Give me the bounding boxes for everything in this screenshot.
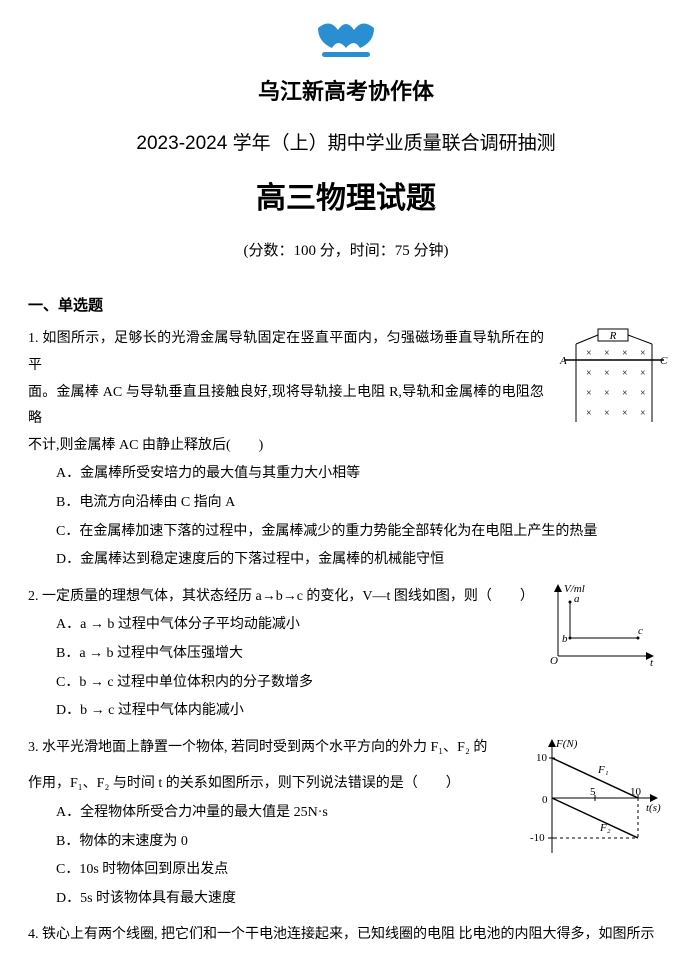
q1-opt-B: B．电流方向沿棒由 C 指向 A [56,490,664,517]
svg-text:×: × [622,388,628,399]
logo [28,20,664,69]
q3-stem-a: 3. 水平光滑地面上静置一个物体, 若同时受到两个水平方向的外力 F₁、F₂ 的 [28,735,514,762]
question-4: 4. 铁心上有两个线圈, 把它们和一个干电池连接起来，已知线圈的电阻 比电池的内… [28,922,664,949]
q1-fig-label-C: C [660,355,668,367]
q1-fig-label-A: A [559,355,567,367]
q3-fig-x10: 10 [630,786,642,798]
question-1: R A C ×××× ×××× ×××× ×××× 1. 如图所示，足够长的光滑… [28,326,664,573]
svg-text:×: × [604,408,610,419]
svg-text:×: × [622,348,628,359]
q2-fig-xlab: t [650,657,654,668]
q4-stem: 4. 铁心上有两个线圈, 把它们和一个干电池连接起来，已知线圈的电阻 比电池的内… [28,922,664,949]
q3-fig-xlab: t(s) [646,802,661,814]
svg-text:×: × [622,368,628,379]
q2-fig-c: c [638,625,643,637]
svg-text:×: × [586,408,592,419]
q1-stem-line-c: 不计,则金属棒 AC 由静止释放后( ) [28,433,544,460]
q1-stem-line-b: 面。金属棒 AC 与导轨垂直且接触良好,现将导轨接上电阻 R,导轨和金属棒的电阻… [28,380,544,433]
q3-fig-F1: F₁ [597,764,609,776]
title-line-2: 高三物理试题 [28,170,664,227]
svg-text:O: O [550,655,558,667]
q1-fig-label-R: R [609,330,617,342]
title-line-1: 2023-2024 学年（上）期中学业质量联合调研抽测 [28,126,664,162]
logo-svg [314,20,378,58]
q3-fig-ylab: F(N) [555,738,578,750]
q1-stem-line-a: 1. 如图所示，足够长的光滑金属导轨固定在竖直平面内，匀强磁场垂直导轨所在的平 [28,326,544,379]
question-2: V/ml t O a b c 2. 一定质量的理想气体，其状态经历 a→b→c … [28,584,664,725]
q3-fig-y10: 10 [536,752,548,764]
svg-text:×: × [640,348,646,359]
q3-fig-yn10: -10 [530,832,545,844]
brand-text: 乌江新高考协作体 [28,71,664,113]
question-3: F(N) t(s) 10 0 -10 F₁ F₂ 5 10 3. 水平光滑地面上… [28,735,664,913]
q3-opt-D: D．5s 时该物体具有最大速度 [56,886,664,913]
svg-text:×: × [604,348,610,359]
svg-text:×: × [586,348,592,359]
q1-figure: R A C × × × × × × × × × × × × × × × × [558,326,670,437]
q3-stem-b: 作用，F₁、F₂ 与时间 t 的关系如图所示，则下列说法错误的是（ ） [28,771,514,798]
q3-figure: F(N) t(s) 10 0 -10 F₁ F₂ 5 10 [526,733,666,874]
svg-text:×: × [622,408,628,419]
q1-opt-C: C．在金属棒加速下落的过程中，金属棒减少的重力势能全部转化为在电阻上产生的热量 [56,519,664,546]
q2-figure: V/ml t O a b c [540,580,660,679]
section-heading-1: 一、单选题 [28,292,664,321]
svg-text:×: × [586,388,592,399]
svg-text:×: × [604,368,610,379]
q3-fig-y0: 0 [542,794,548,806]
q1-opt-D: D．金属棒达到稳定速度后的下落过程中，金属棒的机械能守恒 [56,547,664,574]
score-time: (分数：100 分，时间：75 分钟) [28,237,664,266]
q2-fig-a: a [574,593,580,605]
q2-stem: 2. 一定质量的理想气体，其状态经历 a→b→c 的变化，V—t 图线如图，则（… [28,584,534,611]
q2-opt-D: D．b → c 过程中气体内能减小 [56,698,664,725]
svg-text:×: × [604,388,610,399]
svg-text:×: × [586,368,592,379]
q3-fig-F2: F₂ [599,822,611,834]
svg-text:×: × [640,368,646,379]
q1-opt-A: A．金属棒所受安培力的最大值与其重力大小相等 [56,461,664,488]
svg-text:×: × [640,408,646,419]
q2-fig-b: b [562,633,568,645]
svg-text:×: × [640,388,646,399]
